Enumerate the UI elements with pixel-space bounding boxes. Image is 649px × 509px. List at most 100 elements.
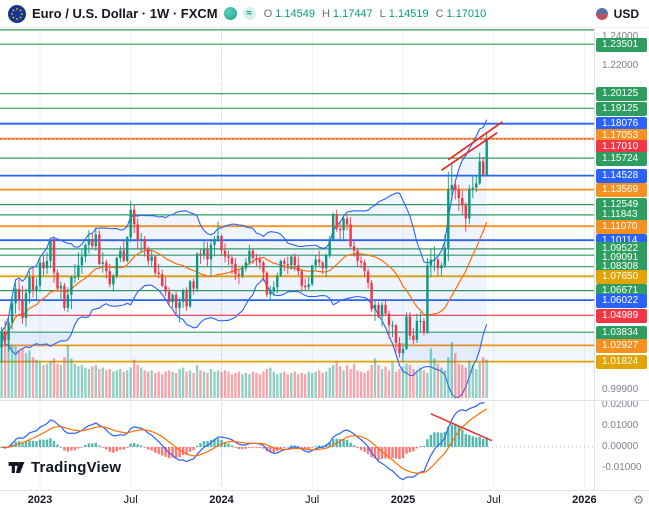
volume-bar [265,369,269,398]
candle-body [73,277,77,279]
candle-body [283,260,286,264]
candle-body [251,250,255,258]
candle-body [352,246,356,251]
macd-histogram-bar [185,447,188,455]
grid-layer [39,28,585,488]
time-axis[interactable]: ⚙ 2023 Jul 2024 Jul 2025 Jul 2026 [0,490,649,509]
volume-bar [101,367,104,398]
tradingview-watermark[interactable]: TradingView [7,458,121,477]
price-label-badge: 1.03834 [596,325,647,340]
volume-bar [209,369,213,398]
volume-bar [304,374,307,398]
price-label-badge: 1.11843 [596,208,647,223]
bollinger-fill [1,119,487,398]
volume-bar [178,369,181,398]
macd-histogram-bar [119,447,122,450]
volume-bar [220,371,223,398]
candle-body [101,262,104,264]
volume-bar [426,372,429,398]
price-scale-currency[interactable]: USD [613,6,639,21]
approx-data-icon[interactable]: ≈ [242,7,256,20]
instrument-logo-icon[interactable] [8,4,26,23]
volume-bar [115,370,118,398]
price-label-badge: 1.13569 [596,183,647,198]
eu-flag-icon [8,4,26,23]
market-status-icon[interactable] [223,7,237,20]
volume-bar [468,361,471,398]
macd-histogram-bar [415,447,419,449]
candle-body [105,262,108,272]
candle-body [279,260,282,276]
main-pane[interactable] [0,29,594,399]
volume-bar [199,370,202,398]
candle-body [482,161,485,175]
macd-histogram-bar [255,447,258,448]
macd-histogram-bar [464,434,467,447]
volume-bar [332,365,335,398]
candle-body [370,282,373,310]
macd-histogram-bar [108,447,111,452]
time-axis-label: 2025 [390,494,416,506]
candle-body [178,301,181,308]
candle-body [45,260,49,269]
volume-bar [415,371,419,398]
volume-bar [408,365,412,398]
candle-body [447,189,450,248]
trend-line[interactable] [440,132,498,171]
volume-bar [412,369,415,398]
macd-histogram-bar [115,447,118,452]
volume-bar [300,372,303,398]
candle-body [433,259,436,261]
macd-histogram-bar [63,447,66,451]
trend-line[interactable] [447,121,503,161]
candle-body [461,198,464,206]
candle-body [70,277,73,295]
volume-bar [297,374,300,398]
volume-bar [352,363,356,398]
macd-histogram-bar [192,447,195,451]
macd-signal-line [1,408,488,474]
volume-bar [335,361,338,398]
trend-line[interactable] [430,413,493,442]
macd-histogram-bar [345,439,349,447]
volume-bar [206,372,209,398]
symbol-title[interactable]: Euro / U.S. Dollar · 1W · FXCM [32,6,218,21]
candle-body [468,189,471,219]
approx-glyph: ≈ [246,8,252,19]
macd-histogram-bar [398,447,401,459]
macd-histogram-bar [283,447,286,448]
time-axis-label: Jul [305,494,320,506]
candle-body [307,284,310,288]
price-scale[interactable]: 1.24000 1.22000 0.99900 0.02000 0.01000 0.000… [594,28,649,490]
bollinger-lower-line [1,277,488,399]
macd-histogram-bar [45,439,49,447]
volume-bar [325,371,328,398]
macd-histogram-bar [478,437,481,447]
settings-gear-icon[interactable]: ⚙ [633,493,644,507]
pane-separator[interactable] [0,400,649,401]
volume-bar [394,371,398,398]
candle-body [42,262,45,269]
macd-histogram-bar [440,432,443,447]
axis-tick-label: 0.02000 [602,399,639,410]
volume-bar [440,367,443,398]
volume-bar [227,371,230,398]
macd-histogram-bar [188,447,192,452]
indicator-pane[interactable] [0,399,594,481]
candle-body [429,259,433,266]
macd-histogram-bar [290,445,293,447]
macd-histogram-bar [307,447,310,450]
candle-body [202,249,206,256]
chart-canvas[interactable] [0,0,594,490]
volume-bar [461,365,464,398]
candle-body [300,271,303,286]
volume-bar [80,365,84,398]
macd-histogram-bar [311,447,314,448]
bollinger-upper-line [1,119,488,332]
volume-bar [122,371,125,398]
volume-bar [328,367,331,398]
chart-header: Euro / U.S. Dollar · 1W · FXCM ≈ O 1.145… [0,0,649,28]
volume-bar [443,370,446,398]
macd-histogram-bar [133,443,136,447]
macd-histogram-bar [237,447,241,450]
